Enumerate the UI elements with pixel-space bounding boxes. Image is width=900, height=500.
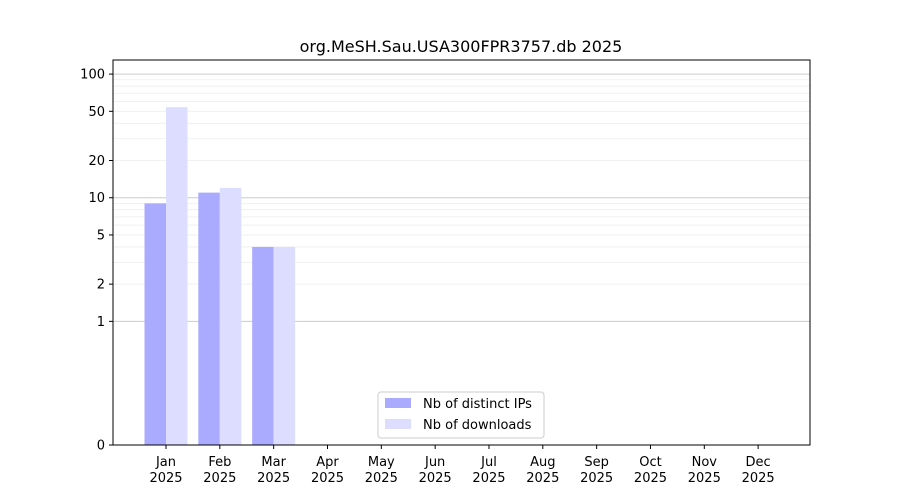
x-tick-label-year: 2025 [257,471,290,486]
bar-downloads [166,107,188,445]
bar-distinct-ips [144,203,166,445]
y-tick-label: 100 [80,68,105,83]
bar-distinct-ips [198,192,220,445]
x-tick-label-year: 2025 [742,471,775,486]
x-tick-label-month: Jan [155,455,176,470]
y-tick-label: 1 [97,315,105,330]
x-tick-label-month: Oct [639,455,661,470]
y-tick-label: 0 [97,439,105,454]
x-tick-label-year: 2025 [634,471,667,486]
x-tick-label-year: 2025 [365,471,398,486]
legend: Nb of distinct IPs Nb of downloads [377,391,545,439]
x-tick-label-year: 2025 [526,471,559,486]
y-tick-label: 2 [97,278,105,293]
x-tick-label-year: 2025 [311,471,344,486]
x-tick-label-month: Nov [692,455,718,470]
x-tick-label-month: Sep [584,455,609,470]
x-tick-label-year: 2025 [580,471,613,486]
bar-downloads [219,187,242,445]
x-tick-label-month: May [368,455,395,470]
x-tick-label-month: Mar [261,455,286,470]
x-tick-label-year: 2025 [419,471,452,486]
x-tick-label-month: Apr [316,455,339,470]
legend-swatch-downloads [385,419,411,429]
legend-box [377,391,545,439]
y-tick-label: 50 [88,105,105,120]
x-tick-label-year: 2025 [688,471,721,486]
legend-swatch-distinct-ips [385,398,411,408]
x-tick-label-month: Aug [530,455,555,470]
bars [144,107,296,445]
x-tick-label-month: Dec [746,455,771,470]
legend-label-downloads: Nb of downloads [423,418,532,433]
x-tick-label-month: Jul [480,455,497,470]
bar-downloads [273,246,296,445]
y-tick-label: 10 [88,191,105,206]
legend-label-distinct-ips: Nb of distinct IPs [423,397,532,412]
y-tick-label: 20 [88,154,105,169]
x-tick-label-year: 2025 [472,471,505,486]
x-tick-label-year: 2025 [203,471,236,486]
x-axis: Jan2025Feb2025Mar2025Apr2025May2025Jun20… [149,445,775,486]
bar-distinct-ips [252,246,274,445]
y-axis: 0 1 2 5 10 20 50 100 [80,68,113,454]
x-tick-label-year: 2025 [149,471,182,486]
plot-frame [112,59,811,446]
y-tick-label: 5 [97,228,105,243]
chart-title: org.MeSH.Sau.USA300FPR3757.db 2025 [300,37,623,56]
x-tick-label-month: Jun [424,455,445,470]
x-tick-label-month: Feb [208,455,231,470]
